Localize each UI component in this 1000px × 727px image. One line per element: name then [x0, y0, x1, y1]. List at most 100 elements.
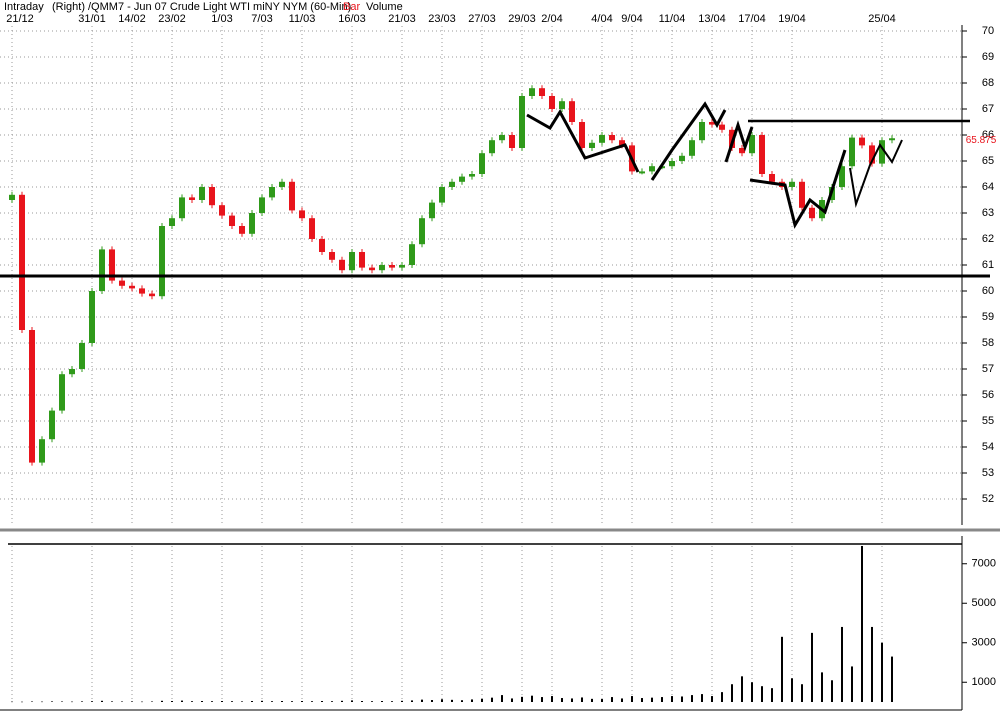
volume-bar: [141, 701, 143, 703]
x-tick-label: 4/04: [591, 13, 612, 25]
volume-bar: [801, 684, 803, 702]
volume-bar: [601, 699, 603, 702]
candle: [679, 155, 685, 161]
candle: [139, 288, 145, 294]
volume-bar: [471, 699, 473, 702]
volume-bar: [231, 701, 233, 702]
trend-line: [650, 101, 727, 181]
volume-bar: [111, 701, 113, 702]
volume-bar: [401, 700, 403, 702]
candle: [399, 265, 405, 268]
candle: [459, 176, 465, 182]
x-tick-label: 27/03: [468, 13, 496, 25]
candle: [179, 197, 185, 219]
volume-bar: [351, 700, 353, 702]
candle: [409, 244, 415, 265]
volume-bar: [791, 678, 793, 702]
candle: [419, 218, 425, 245]
candle: [749, 135, 755, 154]
y-tick-label: 64: [982, 181, 994, 193]
volume-bar: [751, 682, 753, 702]
candle: [889, 138, 895, 141]
candle: [89, 291, 95, 343]
volume-bar: [571, 698, 573, 702]
candle: [319, 239, 325, 252]
volume-bar: [451, 699, 453, 702]
volume-bar: [21, 701, 23, 703]
candle: [699, 122, 705, 141]
candle: [639, 171, 645, 174]
y-tick-label: 68: [982, 77, 994, 89]
volume-bar: [91, 701, 93, 702]
candle: [19, 194, 25, 330]
candle: [99, 249, 105, 291]
x-tick-label: 13/04: [698, 13, 726, 25]
y-tick-label: 57: [982, 363, 994, 375]
candle: [129, 285, 135, 289]
candle: [439, 187, 445, 203]
y-tick-label: 69: [982, 51, 994, 63]
volume-bar: [501, 695, 503, 702]
chart-title: Intraday: [4, 1, 44, 13]
volume-bar: [161, 700, 163, 702]
candle: [599, 135, 605, 143]
volume-bar: [461, 700, 463, 702]
y-tick-label: 56: [982, 389, 994, 401]
volume-bar: [561, 698, 563, 702]
y-tick-label: 3000: [972, 637, 996, 649]
candle: [379, 265, 385, 271]
trend-line: [724, 120, 754, 163]
volume-bar: [831, 680, 833, 702]
y-tick-label: 59: [982, 311, 994, 323]
volume-bar: [121, 701, 123, 703]
candle: [719, 124, 725, 130]
candle: [269, 187, 275, 198]
symbol-label: /QMM7 - Jun 07 Crude Light WTI miNY NYM …: [88, 1, 351, 13]
volume-bar: [101, 700, 103, 702]
candle: [839, 166, 845, 187]
volume-bar: [721, 692, 723, 702]
candle: [69, 369, 75, 375]
candle: [449, 181, 455, 187]
x-tick-label: 14/02: [118, 13, 146, 25]
candle: [709, 122, 715, 125]
y-tick-label: 63: [982, 207, 994, 219]
candle: [219, 205, 225, 216]
candle: [249, 213, 255, 234]
candle: [349, 252, 355, 271]
volume-bar: [611, 697, 613, 702]
candle: [859, 137, 865, 146]
x-tick-label: 25/04: [868, 13, 896, 25]
candle: [259, 197, 265, 213]
volume-bar: [131, 701, 133, 702]
x-tick-label: 7/03: [251, 13, 272, 25]
candle: [149, 293, 155, 297]
y-tick-label: 5000: [972, 597, 996, 609]
x-tick-label: 9/04: [621, 13, 642, 25]
volume-bar: [391, 701, 393, 702]
volume-bar: [681, 696, 683, 702]
candle: [229, 215, 235, 226]
candle: [119, 280, 125, 286]
candle: [509, 135, 515, 148]
volume-bar: [891, 656, 893, 702]
volume-bar: [691, 695, 693, 702]
candle: [539, 88, 545, 96]
candle: [389, 265, 395, 268]
candle: [579, 122, 585, 148]
candle: [49, 410, 55, 440]
x-tick-label: 21/03: [388, 13, 416, 25]
trend-line: [849, 139, 903, 208]
candle: [189, 197, 195, 200]
volume-bar: [871, 626, 873, 702]
candle: [739, 148, 745, 154]
volume-bar: [361, 701, 363, 702]
y-tick-label: 55: [982, 415, 994, 427]
volume-bar: [701, 694, 703, 702]
candle: [849, 137, 855, 167]
volume-bar: [531, 695, 533, 702]
volume-bar: [61, 701, 63, 703]
candle: [619, 140, 625, 146]
volume-bar: [481, 698, 483, 702]
